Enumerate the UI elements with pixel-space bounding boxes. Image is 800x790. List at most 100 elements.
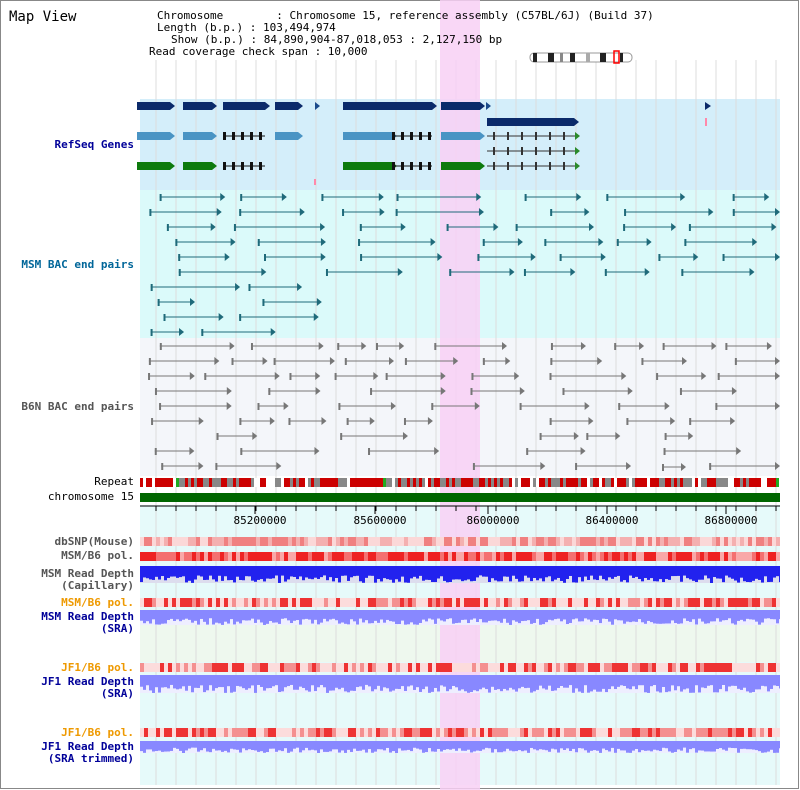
- jf1-pol2-heat: [756, 728, 760, 737]
- dbsnp-heat: [408, 537, 412, 546]
- msm-cap-depth-bar: [287, 566, 290, 580]
- repeat-block: [596, 478, 599, 487]
- track-label-repeat[interactable]: Repeat: [94, 475, 134, 488]
- jf1-pol-heat: [364, 663, 368, 672]
- jf1-pol2-heat: [192, 728, 196, 737]
- jf1-pol-heat: [624, 663, 628, 672]
- jf1-trim-depth-bar: [770, 741, 773, 750]
- track-label-refseq[interactable]: RefSeq Genes: [54, 138, 134, 151]
- track-label-msm-depth-cap[interactable]: MSM Read Depth (Capillary): [41, 568, 134, 592]
- b6n-bac-pair-end: [470, 388, 473, 395]
- jf1-sra-depth-bar: [338, 675, 341, 690]
- b6n-bac-pair-end: [215, 463, 218, 470]
- b6n-bac-pair-end: [226, 402, 232, 410]
- msm-pol-heat: [652, 552, 656, 561]
- jf1-pol2-heat: [240, 728, 244, 737]
- jf1-pol2-heat: [592, 728, 596, 737]
- jf1-pol2-heat: [708, 728, 712, 737]
- jf1-trim-depth-bar: [527, 741, 530, 753]
- jf1-pol2-heat: [552, 728, 556, 737]
- jf1-sra-depth-bar: [599, 675, 602, 692]
- msm-sra-depth-bar: [752, 610, 755, 620]
- track-label-msm-pol-1[interactable]: MSM/B6 pol.: [61, 549, 134, 562]
- msm-pol-heat: [456, 552, 460, 561]
- jf1-pol-heat: [644, 663, 648, 672]
- msm-pol-heat: [336, 552, 340, 561]
- msm-bac-pair-end: [179, 328, 185, 336]
- dbsnp-heat: [668, 537, 672, 546]
- b6n-bac-pair-end: [730, 417, 736, 425]
- msm-bac-pair-end: [684, 239, 687, 246]
- msm-pol2-heat: [344, 598, 348, 607]
- msm-cap-depth-bar: [320, 566, 323, 578]
- jf1-pol2-heat: [384, 728, 388, 737]
- jf1-pol-heat: [420, 663, 424, 672]
- track-label-jf1-depth-trim[interactable]: JF1 Read Depth (SRA trimmed): [41, 741, 134, 765]
- repeat-block: [749, 478, 752, 487]
- track-label-jf1-depth-sra[interactable]: JF1 Read Depth (SRA): [41, 676, 134, 700]
- b6n-bac-pair-end: [262, 357, 268, 365]
- msm-cap-depth-bar: [401, 566, 404, 577]
- jf1-pol-heat: [460, 663, 464, 672]
- jf1-sra-depth-bar: [191, 675, 194, 693]
- b6n-bac-pair-end: [151, 418, 154, 425]
- track-label-jf1-pol-1[interactable]: JF1/B6 pol.: [61, 661, 134, 674]
- repeat-block: [743, 478, 746, 487]
- repeat-block: [737, 478, 740, 487]
- jf1-pol2-heat: [340, 728, 344, 737]
- repeat-block: [287, 478, 290, 487]
- msm-pol2-heat: [348, 598, 352, 607]
- jf1-trim-depth-bar: [536, 741, 539, 751]
- info-length: Length (b.p.) : 103,494,974: [157, 21, 336, 34]
- msm-sra-depth-bar: [515, 610, 518, 622]
- refseq-exon: [521, 147, 523, 155]
- refseq-gene: [343, 132, 392, 140]
- jf1-trim-depth-bar: [602, 741, 605, 749]
- jf1-trim-depth-bar: [221, 741, 224, 752]
- msm-cap-depth-bar: [416, 566, 419, 579]
- jf1-sra-depth-bar: [695, 675, 698, 686]
- msm-bac-pair-end: [281, 193, 287, 201]
- msm-cap-depth-bar: [299, 566, 302, 577]
- msm-sra-depth-bar: [386, 610, 389, 620]
- b6n-bac-pair-end: [540, 462, 546, 470]
- msm-pol2-heat: [776, 598, 780, 607]
- track-label-msm-pol-2[interactable]: MSM/B6 pol.: [61, 596, 134, 609]
- track-label-dbsnp[interactable]: dbSNP(Mouse): [54, 535, 134, 548]
- track-label-msm-depth-sra[interactable]: MSM Read Depth (SRA): [41, 611, 134, 635]
- jf1-trim-depth-bar: [374, 741, 377, 752]
- msm-cap-depth-bar: [527, 566, 530, 578]
- track-label-b6n-bac[interactable]: B6N BAC end pairs: [21, 400, 134, 413]
- jf1-trim-depth-bar: [461, 741, 464, 751]
- msm-sra-depth-bar: [716, 610, 719, 619]
- dbsnp-heat: [272, 537, 276, 546]
- b6n-bac-pair-end: [679, 388, 682, 395]
- msm-sra-depth-bar: [371, 610, 374, 624]
- jf1-pol2-heat: [180, 728, 184, 737]
- track-label-jf1-pol-2[interactable]: JF1/B6 pol.: [61, 726, 134, 739]
- jf1-sra-depth-bar: [452, 675, 455, 686]
- refseq-exon: [521, 132, 523, 140]
- repeat-block: [710, 478, 713, 487]
- msm-cap-depth-bar: [317, 566, 320, 579]
- dbsnp-heat: [220, 537, 224, 546]
- jf1-pol-heat: [684, 663, 688, 672]
- msm-pol2-heat: [552, 598, 556, 607]
- track-label-chromosome[interactable]: chromosome 15: [47, 490, 134, 503]
- repeat-block: [383, 478, 386, 487]
- b6n-bac-pair-end: [334, 373, 337, 380]
- msm-pol-heat: [680, 552, 684, 561]
- repeat-block: [344, 478, 347, 487]
- jf1-trim-depth-bar: [308, 741, 311, 751]
- jf1-trim-depth-bar: [416, 741, 419, 749]
- track-label-msm-bac[interactable]: MSM BAC end pairs: [21, 258, 134, 271]
- repeat-block: [239, 478, 242, 487]
- dbsnp-heat: [572, 537, 576, 546]
- repeat-block: [491, 478, 494, 487]
- refseq-exon: [223, 132, 226, 140]
- msm-pol-heat: [152, 552, 156, 561]
- jf1-pol2-heat: [652, 728, 656, 737]
- repeat-block: [725, 478, 728, 487]
- msm-cap-depth-bar: [434, 566, 437, 583]
